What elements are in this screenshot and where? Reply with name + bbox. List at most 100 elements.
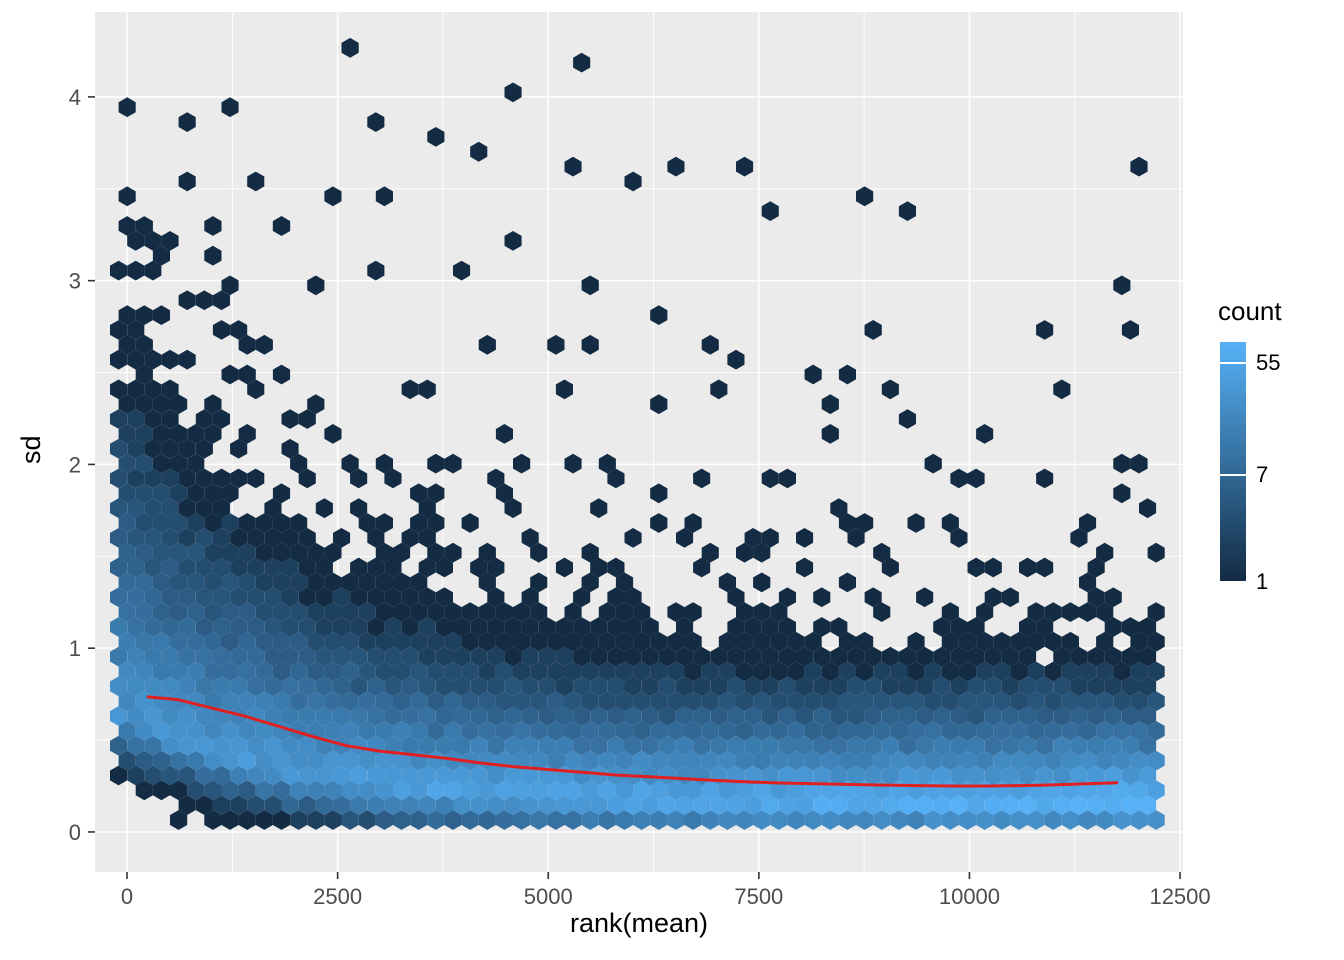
hex-cell	[933, 706, 951, 726]
hex-cell	[676, 795, 694, 815]
hex-cell	[941, 631, 959, 652]
hex-cell	[615, 691, 634, 712]
hex-cell	[118, 483, 136, 504]
hex-cell	[161, 468, 179, 489]
hex-cell	[478, 602, 496, 622]
hex-cell	[898, 735, 916, 756]
hex-cell	[341, 602, 359, 622]
hex-cell	[1079, 513, 1097, 533]
hex-cell	[135, 305, 153, 325]
hex-cell	[736, 750, 754, 771]
hex-cell	[410, 631, 428, 652]
hex-cell	[461, 661, 479, 682]
hex-cell	[204, 780, 222, 801]
hex-cell	[272, 780, 291, 801]
hex-cell	[727, 706, 745, 726]
hex-cell	[230, 320, 248, 340]
hex-cell-outlier	[178, 112, 196, 132]
hex-cell	[650, 661, 668, 682]
hex-cell	[684, 631, 702, 652]
hex-cell	[530, 572, 548, 593]
hex-cell	[152, 542, 170, 563]
hex-cell	[615, 631, 634, 652]
hex-cell	[1104, 676, 1122, 697]
hex-cell	[118, 186, 136, 207]
hex-cell	[787, 631, 805, 652]
hex-cell	[1104, 795, 1122, 815]
hex-cell	[804, 364, 822, 385]
hex-cell	[187, 513, 205, 533]
hex-cell	[410, 721, 428, 741]
hex-cell	[933, 735, 951, 756]
hex-cell	[230, 795, 248, 815]
hex-cell	[444, 691, 462, 712]
hex-cell	[135, 602, 153, 622]
hex-cell	[796, 706, 814, 726]
hex-cell	[333, 676, 351, 697]
hex-cell	[375, 750, 393, 771]
hex-cell	[676, 765, 694, 786]
hex-cell	[607, 795, 625, 815]
hex-cell	[736, 721, 754, 741]
hex-cell	[718, 661, 736, 682]
hex-cell	[513, 691, 531, 712]
hex-cell	[272, 572, 291, 593]
hex-cell	[367, 528, 385, 548]
hex-cell	[187, 631, 205, 652]
hex-cell	[478, 661, 496, 682]
hexbin-layer	[110, 37, 1165, 830]
hex-cell	[873, 721, 891, 741]
hex-cell	[1070, 735, 1088, 756]
hex-cell	[993, 810, 1011, 830]
hex-cell	[830, 765, 848, 786]
hex-cell	[461, 602, 479, 622]
hex-cell	[1044, 750, 1062, 771]
hex-cell	[590, 765, 608, 786]
hex-cell	[221, 572, 239, 593]
hex-cell	[950, 735, 968, 756]
hex-cell	[624, 795, 642, 815]
hex-cell	[410, 691, 428, 712]
hex-cell	[856, 631, 874, 652]
hex-cell	[135, 483, 153, 504]
hex-cell	[598, 602, 616, 622]
hex-cell	[298, 676, 316, 697]
hex-cell	[864, 795, 882, 815]
hex-cell	[255, 542, 273, 563]
hex-cell	[255, 780, 273, 801]
hex-cell	[641, 646, 659, 667]
hex-cell	[170, 453, 188, 474]
hex-cell-outlier	[144, 260, 162, 281]
hex-cell	[898, 795, 916, 815]
hex-cell	[264, 706, 282, 726]
hex-cell	[624, 676, 642, 697]
hex-cell	[478, 780, 496, 801]
hex-cell	[247, 528, 265, 548]
hex-cell	[727, 587, 745, 608]
hex-cell	[736, 542, 754, 563]
hex-cell	[195, 498, 213, 519]
hex-cell	[264, 676, 282, 697]
hex-cell	[144, 617, 162, 637]
hex-cell	[1130, 631, 1148, 652]
hex-cell	[1053, 795, 1071, 815]
hex-cell	[813, 765, 831, 786]
hex-cell	[478, 721, 496, 741]
hex-cell	[838, 810, 856, 830]
hex-cell	[410, 483, 428, 504]
hex-cell	[778, 765, 796, 786]
hex-cell	[418, 706, 436, 726]
hex-cell	[718, 572, 736, 593]
hex-cell	[238, 631, 256, 652]
hex-cell	[307, 542, 325, 563]
hex-cell	[504, 617, 522, 637]
hex-cell	[118, 97, 136, 118]
hex-cell	[135, 216, 153, 236]
hex-cell	[650, 810, 668, 830]
hex-cell	[633, 691, 651, 712]
hex-cell	[495, 810, 513, 830]
hex-cell	[255, 750, 273, 771]
hex-cell	[410, 572, 428, 593]
hex-cell	[110, 617, 128, 637]
hex-cell	[693, 468, 711, 489]
